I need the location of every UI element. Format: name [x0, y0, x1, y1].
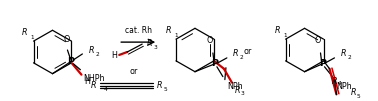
Text: H: H: [84, 77, 90, 86]
Text: R: R: [350, 88, 356, 97]
Text: O: O: [63, 35, 70, 44]
Text: or: or: [243, 47, 252, 56]
Text: 4: 4: [338, 81, 341, 86]
Text: O: O: [314, 36, 321, 45]
Text: 5: 5: [356, 94, 360, 99]
Text: 3: 3: [153, 45, 157, 50]
Text: R: R: [275, 26, 280, 35]
Text: O: O: [207, 36, 213, 45]
Text: P: P: [67, 57, 74, 66]
Text: R: R: [157, 81, 163, 90]
Text: R: R: [22, 28, 28, 37]
Text: cat. Rh: cat. Rh: [125, 26, 152, 35]
Text: or: or: [129, 67, 137, 76]
Text: R: R: [233, 49, 239, 58]
Text: R: R: [147, 39, 153, 48]
Text: R: R: [91, 81, 96, 90]
Text: NHPh: NHPh: [84, 74, 105, 83]
Text: R: R: [235, 86, 240, 96]
Text: 1: 1: [174, 33, 178, 38]
Text: P: P: [211, 59, 218, 68]
Text: H: H: [112, 51, 117, 60]
Text: 3: 3: [241, 91, 245, 96]
Text: R: R: [332, 77, 337, 86]
Text: 2: 2: [95, 52, 99, 57]
Text: 5: 5: [163, 87, 167, 92]
Text: P: P: [319, 59, 326, 68]
Text: 2: 2: [240, 55, 243, 60]
Text: NPh: NPh: [227, 82, 243, 91]
Text: R: R: [341, 49, 346, 58]
Text: NPh: NPh: [337, 82, 352, 91]
Text: 2: 2: [347, 55, 351, 60]
Text: R: R: [166, 26, 171, 35]
Text: R: R: [88, 46, 94, 55]
Text: 1: 1: [31, 35, 34, 40]
Text: 4: 4: [103, 87, 107, 92]
Text: 1: 1: [284, 33, 287, 38]
